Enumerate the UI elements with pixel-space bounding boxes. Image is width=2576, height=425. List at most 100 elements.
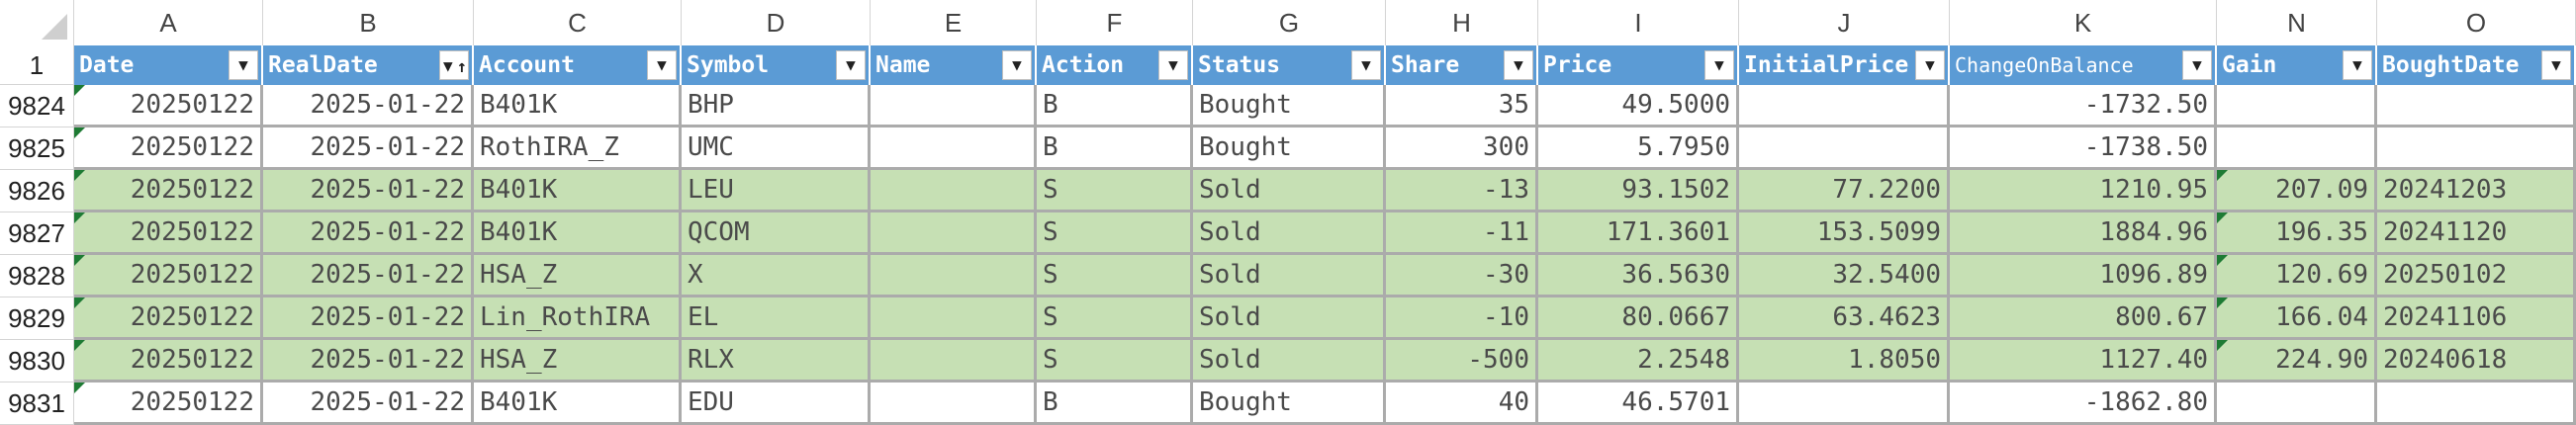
- header-cell-price[interactable]: Price ▼: [1538, 45, 1739, 85]
- header-cell-symbol[interactable]: Symbol ▼: [682, 45, 871, 85]
- row-number[interactable]: 9824: [0, 85, 74, 128]
- column-header-d[interactable]: D: [682, 0, 871, 45]
- cell-initial-price[interactable]: [1739, 382, 1950, 425]
- cell-bought-date[interactable]: 20240618: [2377, 340, 2576, 382]
- cell-gain[interactable]: 207.09: [2217, 170, 2377, 212]
- header-cell-real-date[interactable]: RealDate ▼ ↑: [263, 45, 474, 85]
- cell-action[interactable]: S: [1037, 212, 1193, 255]
- header-cell-status[interactable]: Status ▼: [1193, 45, 1386, 85]
- cell-change-on-balance[interactable]: -1732.50: [1950, 85, 2217, 128]
- row-number[interactable]: 9826: [0, 170, 74, 212]
- row-number[interactable]: 9830: [0, 340, 74, 382]
- cell-bought-date[interactable]: [2377, 85, 2576, 128]
- cell-action[interactable]: S: [1037, 170, 1193, 212]
- cell-bought-date[interactable]: 20241203: [2377, 170, 2576, 212]
- column-header-e[interactable]: E: [871, 0, 1037, 45]
- cell-change-on-balance[interactable]: -1738.50: [1950, 128, 2217, 170]
- cell-gain[interactable]: 120.69: [2217, 255, 2377, 298]
- cell-change-on-balance[interactable]: 1884.96: [1950, 212, 2217, 255]
- cell-real-date[interactable]: 2025-01-22: [263, 85, 474, 128]
- cell-account[interactable]: B401K: [474, 170, 682, 212]
- cell-action[interactable]: B: [1037, 128, 1193, 170]
- cell-gain[interactable]: 196.35: [2217, 212, 2377, 255]
- header-cell-initial-price[interactable]: InitialPrice ▼: [1739, 45, 1950, 85]
- column-header-f[interactable]: F: [1037, 0, 1193, 45]
- column-header-b[interactable]: B: [263, 0, 474, 45]
- cell-account[interactable]: B401K: [474, 382, 682, 425]
- column-header-k[interactable]: K: [1950, 0, 2217, 45]
- cell-name[interactable]: [871, 212, 1037, 255]
- cell-real-date[interactable]: 2025-01-22: [263, 382, 474, 425]
- cell-initial-price[interactable]: [1739, 85, 1950, 128]
- filter-dropdown-button[interactable]: ▼: [2541, 50, 2571, 80]
- cell-date[interactable]: 20250122: [74, 298, 263, 340]
- cell-change-on-balance[interactable]: 1096.89: [1950, 255, 2217, 298]
- cell-bought-date[interactable]: 20250102: [2377, 255, 2576, 298]
- cell-status[interactable]: Sold: [1193, 212, 1386, 255]
- cell-real-date[interactable]: 2025-01-22: [263, 128, 474, 170]
- cell-account[interactable]: HSA_Z: [474, 255, 682, 298]
- cell-symbol[interactable]: QCOM: [682, 212, 871, 255]
- cell-date[interactable]: 20250122: [74, 255, 263, 298]
- cell-initial-price[interactable]: 63.4623: [1739, 298, 1950, 340]
- cell-account[interactable]: HSA_Z: [474, 340, 682, 382]
- header-cell-change-on-balance[interactable]: ChangeOnBalance ▼: [1950, 45, 2217, 85]
- cell-real-date[interactable]: 2025-01-22: [263, 255, 474, 298]
- column-header-h[interactable]: H: [1386, 0, 1538, 45]
- cell-price[interactable]: 80.0667: [1538, 298, 1739, 340]
- filter-dropdown-button[interactable]: ▼: [836, 50, 866, 80]
- cell-date[interactable]: 20250122: [74, 212, 263, 255]
- cell-action[interactable]: S: [1037, 298, 1193, 340]
- cell-share[interactable]: 40: [1386, 382, 1538, 425]
- cell-status[interactable]: Bought: [1193, 85, 1386, 128]
- cell-symbol[interactable]: EDU: [682, 382, 871, 425]
- cell-price[interactable]: 49.5000: [1538, 85, 1739, 128]
- cell-change-on-balance[interactable]: 1210.95: [1950, 170, 2217, 212]
- cell-real-date[interactable]: 2025-01-22: [263, 340, 474, 382]
- column-header-a[interactable]: A: [74, 0, 263, 45]
- cell-name[interactable]: [871, 298, 1037, 340]
- cell-bought-date[interactable]: 20241106: [2377, 298, 2576, 340]
- select-all-corner[interactable]: [0, 0, 74, 45]
- cell-action[interactable]: B: [1037, 382, 1193, 425]
- cell-price[interactable]: 36.5630: [1538, 255, 1739, 298]
- cell-gain[interactable]: 166.04: [2217, 298, 2377, 340]
- cell-account[interactable]: B401K: [474, 85, 682, 128]
- filter-dropdown-button[interactable]: ▼: [1002, 50, 1032, 80]
- cell-change-on-balance[interactable]: 800.67: [1950, 298, 2217, 340]
- cell-real-date[interactable]: 2025-01-22: [263, 170, 474, 212]
- filter-dropdown-button[interactable]: ▼: [647, 50, 677, 80]
- filter-dropdown-button[interactable]: ▼ ↑: [439, 50, 469, 80]
- cell-symbol[interactable]: BHP: [682, 85, 871, 128]
- cell-share[interactable]: -10: [1386, 298, 1538, 340]
- cell-initial-price[interactable]: 153.5099: [1739, 212, 1950, 255]
- cell-gain[interactable]: 224.90: [2217, 340, 2377, 382]
- filter-dropdown-button[interactable]: ▼: [1915, 50, 1945, 80]
- cell-account[interactable]: Lin_RothIRA: [474, 298, 682, 340]
- cell-initial-price[interactable]: 77.2200: [1739, 170, 1950, 212]
- filter-dropdown-button[interactable]: ▼: [229, 50, 258, 80]
- cell-share[interactable]: -11: [1386, 212, 1538, 255]
- header-cell-gain[interactable]: Gain ▼: [2217, 45, 2377, 85]
- cell-status[interactable]: Bought: [1193, 128, 1386, 170]
- column-header-j[interactable]: J: [1739, 0, 1950, 45]
- column-header-n[interactable]: N: [2217, 0, 2377, 45]
- cell-name[interactable]: [871, 382, 1037, 425]
- cell-action[interactable]: S: [1037, 340, 1193, 382]
- cell-price[interactable]: 46.5701: [1538, 382, 1739, 425]
- cell-change-on-balance[interactable]: -1862.80: [1950, 382, 2217, 425]
- cell-status[interactable]: Sold: [1193, 340, 1386, 382]
- cell-date[interactable]: 20250122: [74, 340, 263, 382]
- filter-dropdown-button[interactable]: ▼: [1158, 50, 1188, 80]
- cell-status[interactable]: Sold: [1193, 298, 1386, 340]
- header-cell-date[interactable]: Date ▼: [74, 45, 263, 85]
- cell-action[interactable]: B: [1037, 85, 1193, 128]
- row-number[interactable]: 9827: [0, 212, 74, 255]
- filter-dropdown-button[interactable]: ▼: [1351, 50, 1381, 80]
- cell-date[interactable]: 20250122: [74, 128, 263, 170]
- cell-initial-price[interactable]: [1739, 128, 1950, 170]
- cell-share[interactable]: 300: [1386, 128, 1538, 170]
- cell-symbol[interactable]: RLX: [682, 340, 871, 382]
- header-cell-share[interactable]: Share ▼: [1386, 45, 1538, 85]
- cell-date[interactable]: 20250122: [74, 170, 263, 212]
